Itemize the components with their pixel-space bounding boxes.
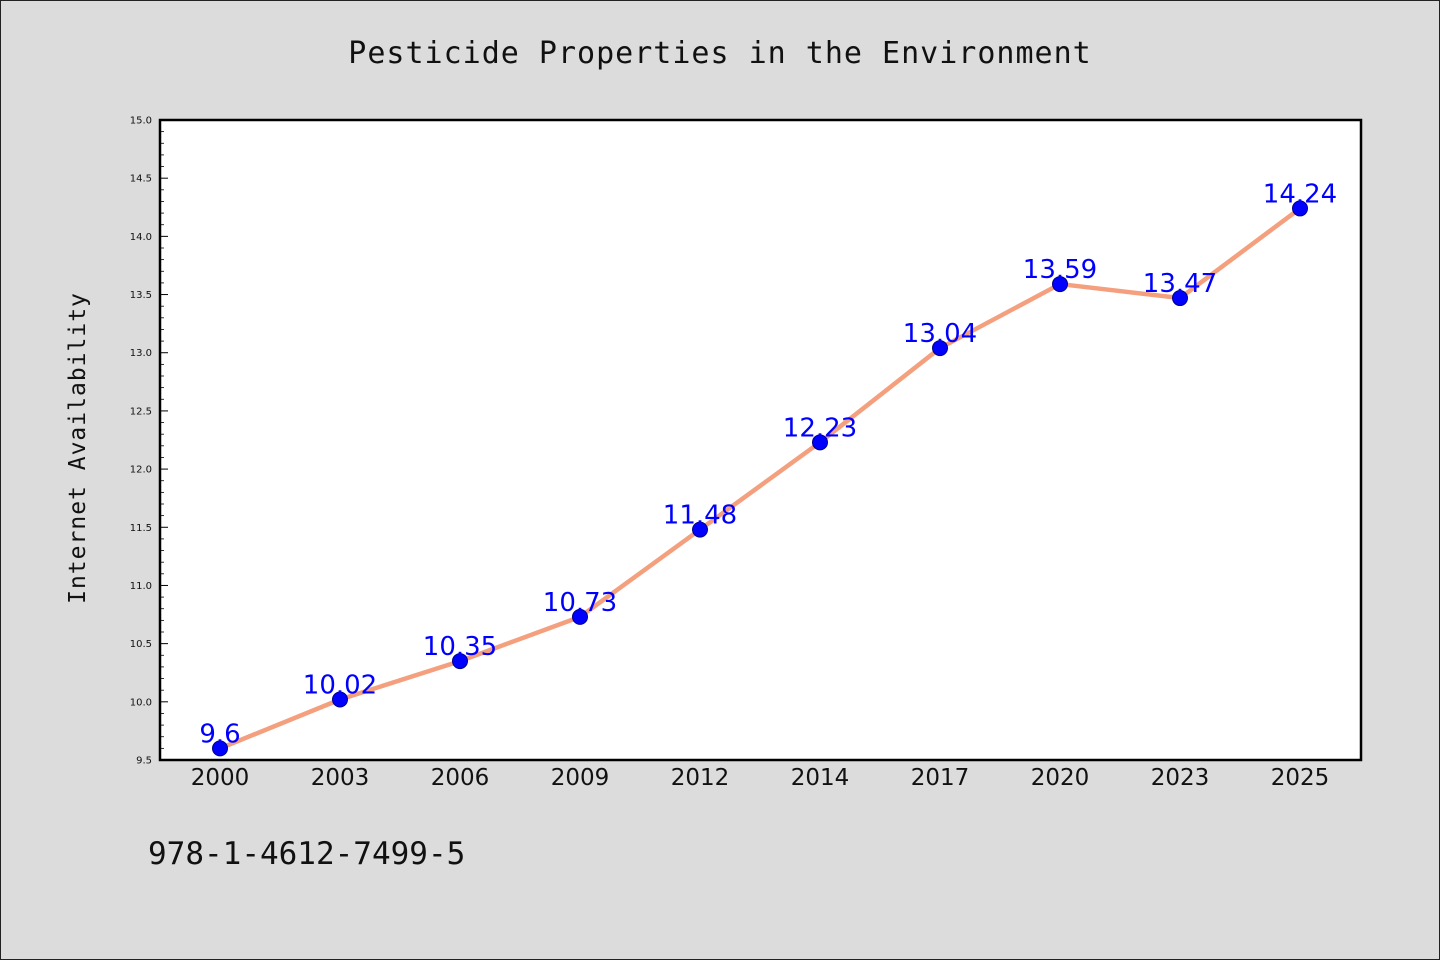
data-label: 11.48 — [663, 501, 737, 531]
y-tick-label: 14.5 — [130, 174, 152, 185]
data-point-marker — [932, 340, 948, 357]
y-tick-label: 11.0 — [130, 581, 152, 592]
data-point-marker — [1172, 290, 1188, 307]
data-label: 10.02 — [303, 670, 377, 700]
x-tick-label: 2023 — [1151, 765, 1210, 791]
x-tick-label: 2020 — [1031, 765, 1090, 791]
y-tick-label: 10.5 — [130, 639, 152, 650]
data-point-marker — [1292, 200, 1308, 217]
plot-area — [158, 118, 1363, 762]
data-label: 12.23 — [783, 413, 857, 443]
x-tick-label: 2017 — [911, 765, 970, 791]
y-tick-label: 12.5 — [130, 406, 152, 417]
data-point-marker — [332, 691, 348, 708]
y-tick-label: 12.0 — [130, 465, 152, 476]
data-point-marker — [812, 434, 828, 451]
data-point-marker — [452, 653, 468, 670]
y-tick-label: 11.5 — [130, 523, 152, 534]
data-label: 9.6 — [199, 719, 240, 749]
y-tick-label: 14.0 — [130, 232, 152, 243]
x-tick-label: 2000 — [191, 765, 250, 791]
x-tick-label: 2006 — [431, 765, 490, 791]
y-axis-label: Internet Availability — [65, 292, 91, 604]
data-point-marker — [212, 740, 228, 757]
chart-title: Pesticide Properties in the Environment — [348, 36, 1091, 71]
y-tick-label: 13.5 — [130, 290, 152, 301]
data-label: 13.04 — [903, 319, 977, 349]
data-label: 13.47 — [1143, 269, 1217, 299]
x-tick-label: 2012 — [671, 765, 730, 791]
x-axis-ticks: 2000 2003 2006 2009 2012 2014 2017 2020 2023 2025 — [191, 765, 1330, 791]
data-point-marker — [692, 521, 708, 538]
y-tick-label: 9.5 — [136, 756, 152, 767]
x-tick-label: 2025 — [1271, 765, 1330, 791]
y-tick-label: 10.0 — [130, 697, 152, 708]
isbn-footer-text: 978-1-4612-7499-5 — [148, 836, 465, 872]
series-line — [217, 206, 1303, 751]
data-point-marker — [572, 608, 588, 625]
data-label: 14.24 — [1263, 179, 1337, 209]
series-layer — [212, 200, 1308, 757]
y-tick-label: 13.0 — [130, 348, 152, 359]
data-label: 13.59 — [1023, 255, 1097, 285]
data-label: 10.73 — [543, 588, 617, 618]
data-label: 10.35 — [423, 632, 497, 662]
data-point-marker — [1052, 276, 1068, 293]
x-tick-label: 2003 — [311, 765, 370, 791]
y-axis-ticks: 9.5 10.0 10.5 11.0 11.5 12.0 12.5 13.0 13.5 14.0 1… — [130, 116, 168, 767]
x-tick-label: 2009 — [551, 765, 610, 791]
y-tick-label: 15.0 — [130, 116, 152, 127]
x-tick-label: 2014 — [791, 765, 850, 791]
data-labels-layer: 9.6 10.02 10.35 10.73 11.48 12.23 13.04 13.59 13… — [199, 179, 1337, 749]
